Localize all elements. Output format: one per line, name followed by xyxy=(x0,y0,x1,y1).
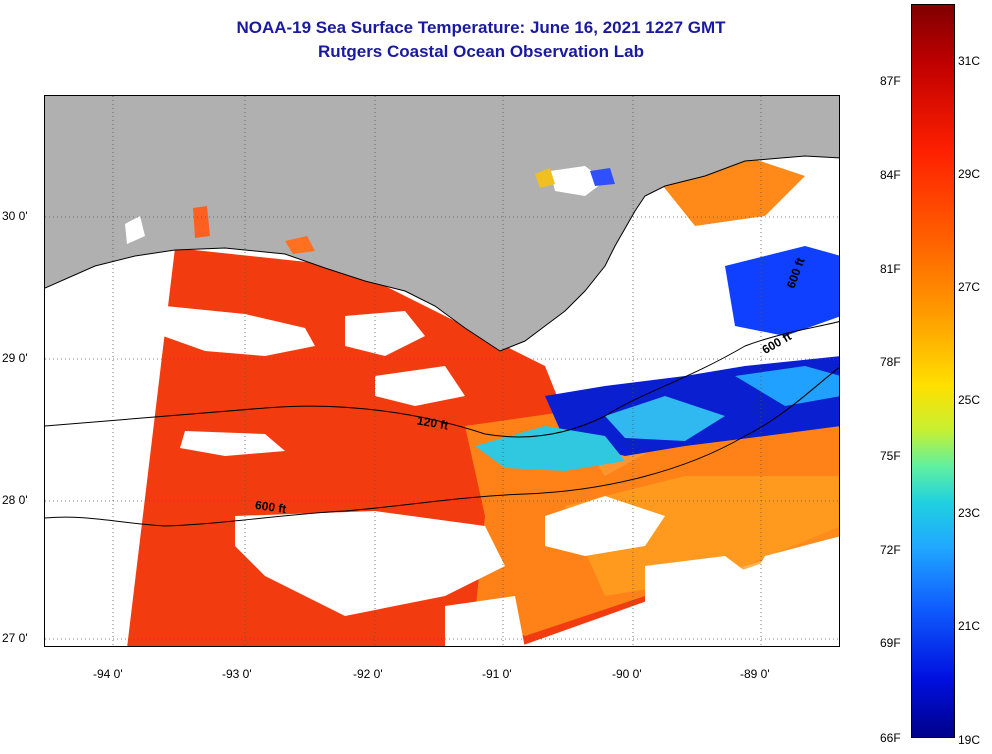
lon-label-94: -94 0' xyxy=(93,667,123,681)
colorbar-f-66: 66F xyxy=(880,731,901,745)
colorbar-c-23: 23C xyxy=(958,506,981,520)
graticule xyxy=(45,96,839,646)
colorbar-c-21: 21C xyxy=(958,619,981,633)
colorbar-f-81: 81F xyxy=(880,262,901,276)
lon-label-92: -92 0' xyxy=(353,667,383,681)
colorbar-f-87: 87F xyxy=(880,74,901,88)
sst-map-canvas xyxy=(45,96,839,646)
sst-cyan-patch-2 xyxy=(605,396,725,441)
cloud-area-3 xyxy=(180,431,285,456)
colorbar-f-75: 75F xyxy=(880,449,901,463)
cloud-area-2 xyxy=(345,311,425,356)
cloud-area-9 xyxy=(445,596,525,646)
colorbar-f-72: 72F xyxy=(880,543,901,557)
lat-label-30: 30 0' xyxy=(2,209,28,223)
lake-warm-3 xyxy=(285,236,315,254)
cloud-area-5 xyxy=(375,366,465,406)
lon-label-93: -93 0' xyxy=(222,667,252,681)
colorbar-c-19: 19C xyxy=(958,733,981,747)
colorbar-f-69: 69F xyxy=(880,636,901,650)
lon-label-91: -91 0' xyxy=(482,667,512,681)
lake-cold xyxy=(590,168,615,186)
lat-label-28: 28 0' xyxy=(2,493,28,507)
cloud-area-7 xyxy=(645,556,765,616)
lake-white xyxy=(125,216,145,244)
colorbar-c-29: 29C xyxy=(958,167,981,181)
coastline xyxy=(45,155,839,352)
map-title: NOAA-19 Sea Surface Temperature: June 16… xyxy=(236,18,726,37)
cloud-area xyxy=(163,306,315,356)
colorbar-f-84: 84F xyxy=(880,168,901,182)
temperature-colorbar xyxy=(911,4,955,738)
land-mass xyxy=(45,96,839,351)
cloud-area-8 xyxy=(735,536,839,646)
cloud-area-6 xyxy=(545,496,665,556)
lon-label-90: -90 0' xyxy=(612,667,642,681)
map-subtitle: Rutgers Coastal Ocean Observation Lab xyxy=(318,42,644,61)
lake-warm xyxy=(535,168,555,188)
sst-cold-region-2 xyxy=(725,246,839,336)
colorbar-f-78: 78F xyxy=(880,355,901,369)
lon-label-89: -89 0' xyxy=(740,667,770,681)
lat-label-27: 27 0' xyxy=(2,631,28,645)
cloud-area-4 xyxy=(235,511,505,616)
isobath-600ft xyxy=(45,366,839,527)
isobath-120ft xyxy=(45,321,839,438)
colorbar-c-31: 31C xyxy=(958,54,981,68)
colorbar-c-27: 27C xyxy=(958,280,981,294)
colorbar-c-25: 25C xyxy=(958,393,981,407)
sst-map: 120 ft 600 ft 600 ft 600 ft xyxy=(44,95,840,647)
lake-warm-2 xyxy=(193,206,210,238)
lat-label-29: 29 0' xyxy=(2,351,28,365)
